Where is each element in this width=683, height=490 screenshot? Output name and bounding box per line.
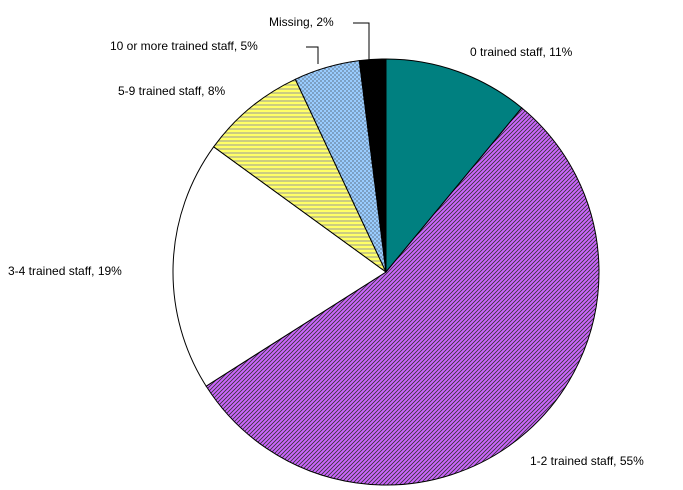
leader-line [353, 22, 370, 60]
data-label: 10 or more trained staff, 5% [110, 39, 258, 53]
data-label: 1-2 trained staff, 55% [530, 454, 644, 468]
pie-slice [212, 78, 387, 273]
pie-slice [172, 146, 387, 387]
data-label: 3-4 trained staff, 19% [8, 264, 122, 278]
pie-slice [205, 107, 600, 486]
leader-line [306, 46, 319, 64]
pie-slice [358, 58, 387, 273]
pie-slice [385, 58, 523, 274]
data-label: Missing, 2% [269, 15, 334, 29]
data-label: 5-9 trained staff, 8% [118, 84, 226, 98]
data-label: 0 trained staff, 11% [470, 45, 573, 59]
